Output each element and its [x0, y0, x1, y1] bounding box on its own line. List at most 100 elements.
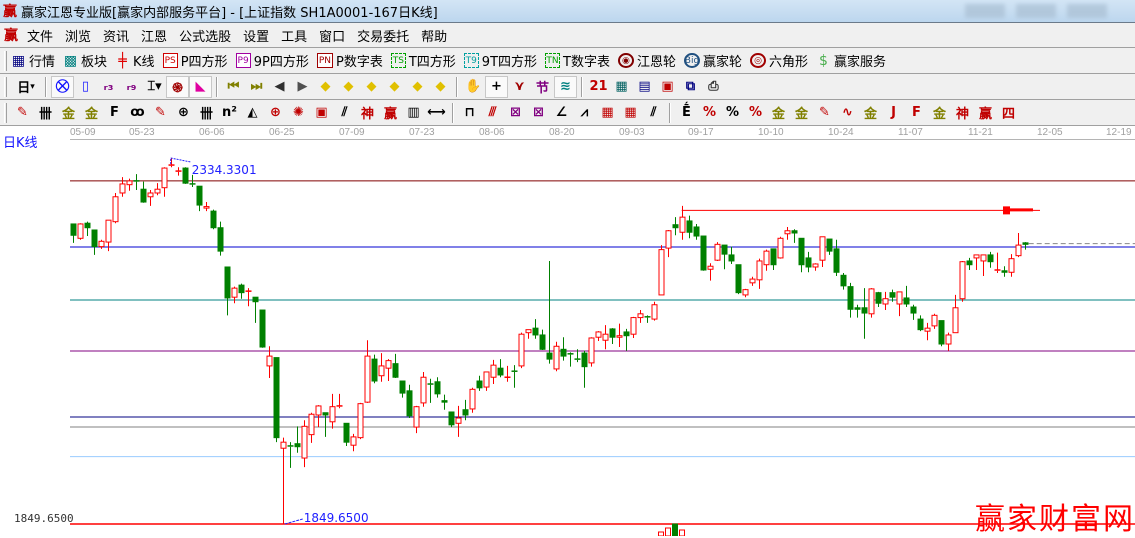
percent-icon[interactable]: %	[725, 105, 740, 120]
toolbar-button-p9-box[interactable]: P9 9P四方形	[235, 51, 309, 70]
god-lines-icon[interactable]: 神	[360, 107, 374, 122]
f-angle-icon[interactable]: F	[912, 105, 921, 120]
gold-lines-icon[interactable]: 金	[61, 107, 75, 122]
toolbar-button-dollar[interactable]: $ 赢家服务	[816, 51, 886, 71]
flag-icon[interactable]: ◣	[189, 75, 212, 98]
last-icon[interactable]: ⏭	[250, 79, 263, 94]
channel-icon[interactable]: ⫽	[650, 105, 657, 120]
gold-angle-icon[interactable]: 金	[932, 107, 946, 122]
maximize-button[interactable]	[1016, 4, 1056, 18]
pattern-tool-icon[interactable]: 节	[535, 81, 549, 96]
save-icon[interactable]: ▣	[661, 79, 674, 94]
menu-item-1[interactable]: 浏览	[65, 29, 92, 45]
menu-item-9[interactable]: 帮助	[421, 29, 448, 45]
triangle-icon[interactable]: ◭	[247, 105, 258, 120]
wave-tool-icon[interactable]: ≋	[554, 75, 577, 98]
candlestick-chart[interactable]: 2334.3301 1849.6500 1849.6500	[0, 140, 1135, 536]
toolbar-grip[interactable]	[4, 102, 7, 123]
toolbar-grip[interactable]	[4, 76, 7, 97]
parallel-lines-icon[interactable]: 卌	[38, 107, 52, 122]
toolbar-button-sector-blocks[interactable]: ▩ 板块	[63, 51, 107, 71]
gold-lines-3-icon[interactable]: 金	[794, 107, 808, 122]
marker-icon[interactable]: ✎	[155, 105, 166, 120]
chart-9-icon[interactable]: ᵣ₉	[126, 79, 137, 94]
clipboard-icon[interactable]: ▯	[81, 79, 90, 94]
gann-box-icon[interactable]: ⊠	[510, 105, 521, 120]
winner-lines-icon[interactable]: 赢	[383, 107, 397, 122]
toolbar-button-gann-wheel[interactable]: ◉ 江恩轮	[617, 51, 676, 70]
toolbar-button-t9-box[interactable]: T9 9T四方形	[463, 51, 537, 70]
hand-icon[interactable]: ✋	[465, 79, 482, 94]
gold-circle-icon[interactable]: 金	[771, 107, 785, 122]
notes-icon[interactable]: ▤	[638, 79, 651, 94]
j-angle-icon[interactable]: J	[891, 105, 896, 120]
calculator-icon[interactable]: ▦	[615, 79, 628, 94]
menu-item-8[interactable]: 交易委托	[357, 29, 410, 45]
sine-icon[interactable]: ∿	[842, 105, 853, 120]
box-tool-icon[interactable]: ⊓	[464, 105, 475, 120]
grid-icon[interactable]: ▦	[601, 105, 614, 120]
menu-item-0[interactable]: 文件	[27, 29, 54, 45]
angle-icon[interactable]: ∠	[555, 105, 568, 120]
winner-angle-icon[interactable]: 赢	[978, 107, 992, 122]
menu-item-7[interactable]: 窗口	[319, 29, 346, 45]
first-icon[interactable]: ⏮	[227, 79, 240, 94]
candle-style-dropdown-icon[interactable]: ⌶▾	[147, 79, 162, 94]
zigzag-icon[interactable]: ⩘	[580, 105, 589, 120]
expand-vertical-icon[interactable]: ◆	[435, 79, 446, 94]
measure-icon[interactable]: ⟷	[427, 105, 446, 120]
god-angle-icon[interactable]: 神	[955, 107, 969, 122]
toolbar-button-ps-box[interactable]: PS P四方形	[162, 51, 228, 70]
fan-icon[interactable]: ⫻	[488, 105, 497, 120]
period-dropdown[interactable]: 日 ▾	[11, 76, 41, 98]
gann-box-2-icon[interactable]: ⊠	[533, 105, 544, 120]
menu-item-5[interactable]: 设置	[243, 29, 270, 45]
crosshair-icon[interactable]: +	[485, 75, 508, 98]
pen-icon[interactable]: ✎	[17, 105, 28, 120]
formula-icon[interactable]: ֍	[166, 75, 189, 98]
grid-2-icon[interactable]: ▦	[624, 105, 637, 120]
toolbar-button-quote-table[interactable]: ▦ 行情	[11, 51, 55, 71]
web-icon[interactable]: ✺	[293, 105, 304, 120]
gold-band-icon[interactable]: 金	[863, 107, 877, 122]
next-icon[interactable]: ▶	[297, 79, 308, 94]
toolbar-grip[interactable]	[4, 50, 7, 71]
percent-lines-icon[interactable]: %	[748, 105, 763, 120]
calendar-icon[interactable]: 21	[589, 79, 608, 94]
menu-logo-icon[interactable]: 赢	[4, 28, 18, 44]
shrink-horizontal-icon[interactable]: ◆	[389, 79, 400, 94]
four-angle-icon[interactable]: 四	[1001, 107, 1015, 122]
printer-icon[interactable]: ⎙	[708, 79, 719, 94]
menu-item-6[interactable]: 工具	[281, 29, 308, 45]
toolbar-button-tn-box[interactable]: TN T数字表	[545, 51, 610, 70]
spiral-icon[interactable]: ꝏ	[130, 105, 145, 120]
network-icon[interactable]: ⧉	[685, 79, 696, 94]
gold-lines-2-icon[interactable]: 金	[84, 107, 98, 122]
toolbar-button-kline[interactable]: ╪ K线	[115, 51, 154, 71]
chart-3-icon[interactable]: ᵣ₃	[103, 79, 114, 94]
move-right-icon[interactable]: ◆	[343, 79, 354, 94]
minimize-button[interactable]	[965, 4, 1005, 18]
toolbar-button-winner-wheel[interactable]: Big 赢家轮	[683, 51, 742, 70]
close-button[interactable]	[1067, 4, 1107, 18]
toolbar-button-ts-box[interactable]: TS T四方形	[390, 51, 456, 70]
rocket-icon[interactable]: ✎	[819, 105, 830, 120]
ladder-icon[interactable]: Ḗ	[682, 105, 691, 120]
power-lines-icon[interactable]: n²	[222, 105, 237, 120]
menu-item-4[interactable]: 公式选股	[179, 29, 232, 45]
toolbar-button-pn-box[interactable]: PN P数字表	[316, 51, 383, 70]
move-left-icon[interactable]: ◆	[320, 79, 331, 94]
slash-lines-icon[interactable]: ⫽	[341, 105, 348, 120]
square-target-icon[interactable]: ▣	[315, 105, 328, 120]
chart-style-icon[interactable]: ⛒	[51, 75, 74, 98]
expand-horizontal-icon[interactable]: ◆	[366, 79, 377, 94]
menu-item-2[interactable]: 资讯	[103, 29, 130, 45]
ruler-icon[interactable]: ▥	[407, 105, 420, 120]
menu-item-3[interactable]: 江恩	[141, 29, 168, 45]
percent-fan-icon[interactable]: %	[702, 105, 717, 120]
expand-all-icon[interactable]: ◆	[412, 79, 423, 94]
target-icon[interactable]: ⊕	[270, 105, 281, 120]
cycle-lines-icon[interactable]: 卌	[199, 107, 213, 122]
circle-cycle-icon[interactable]: ⊕	[178, 105, 189, 120]
toolbar-button-hexagon[interactable]: ◎ 六角形	[750, 51, 808, 70]
